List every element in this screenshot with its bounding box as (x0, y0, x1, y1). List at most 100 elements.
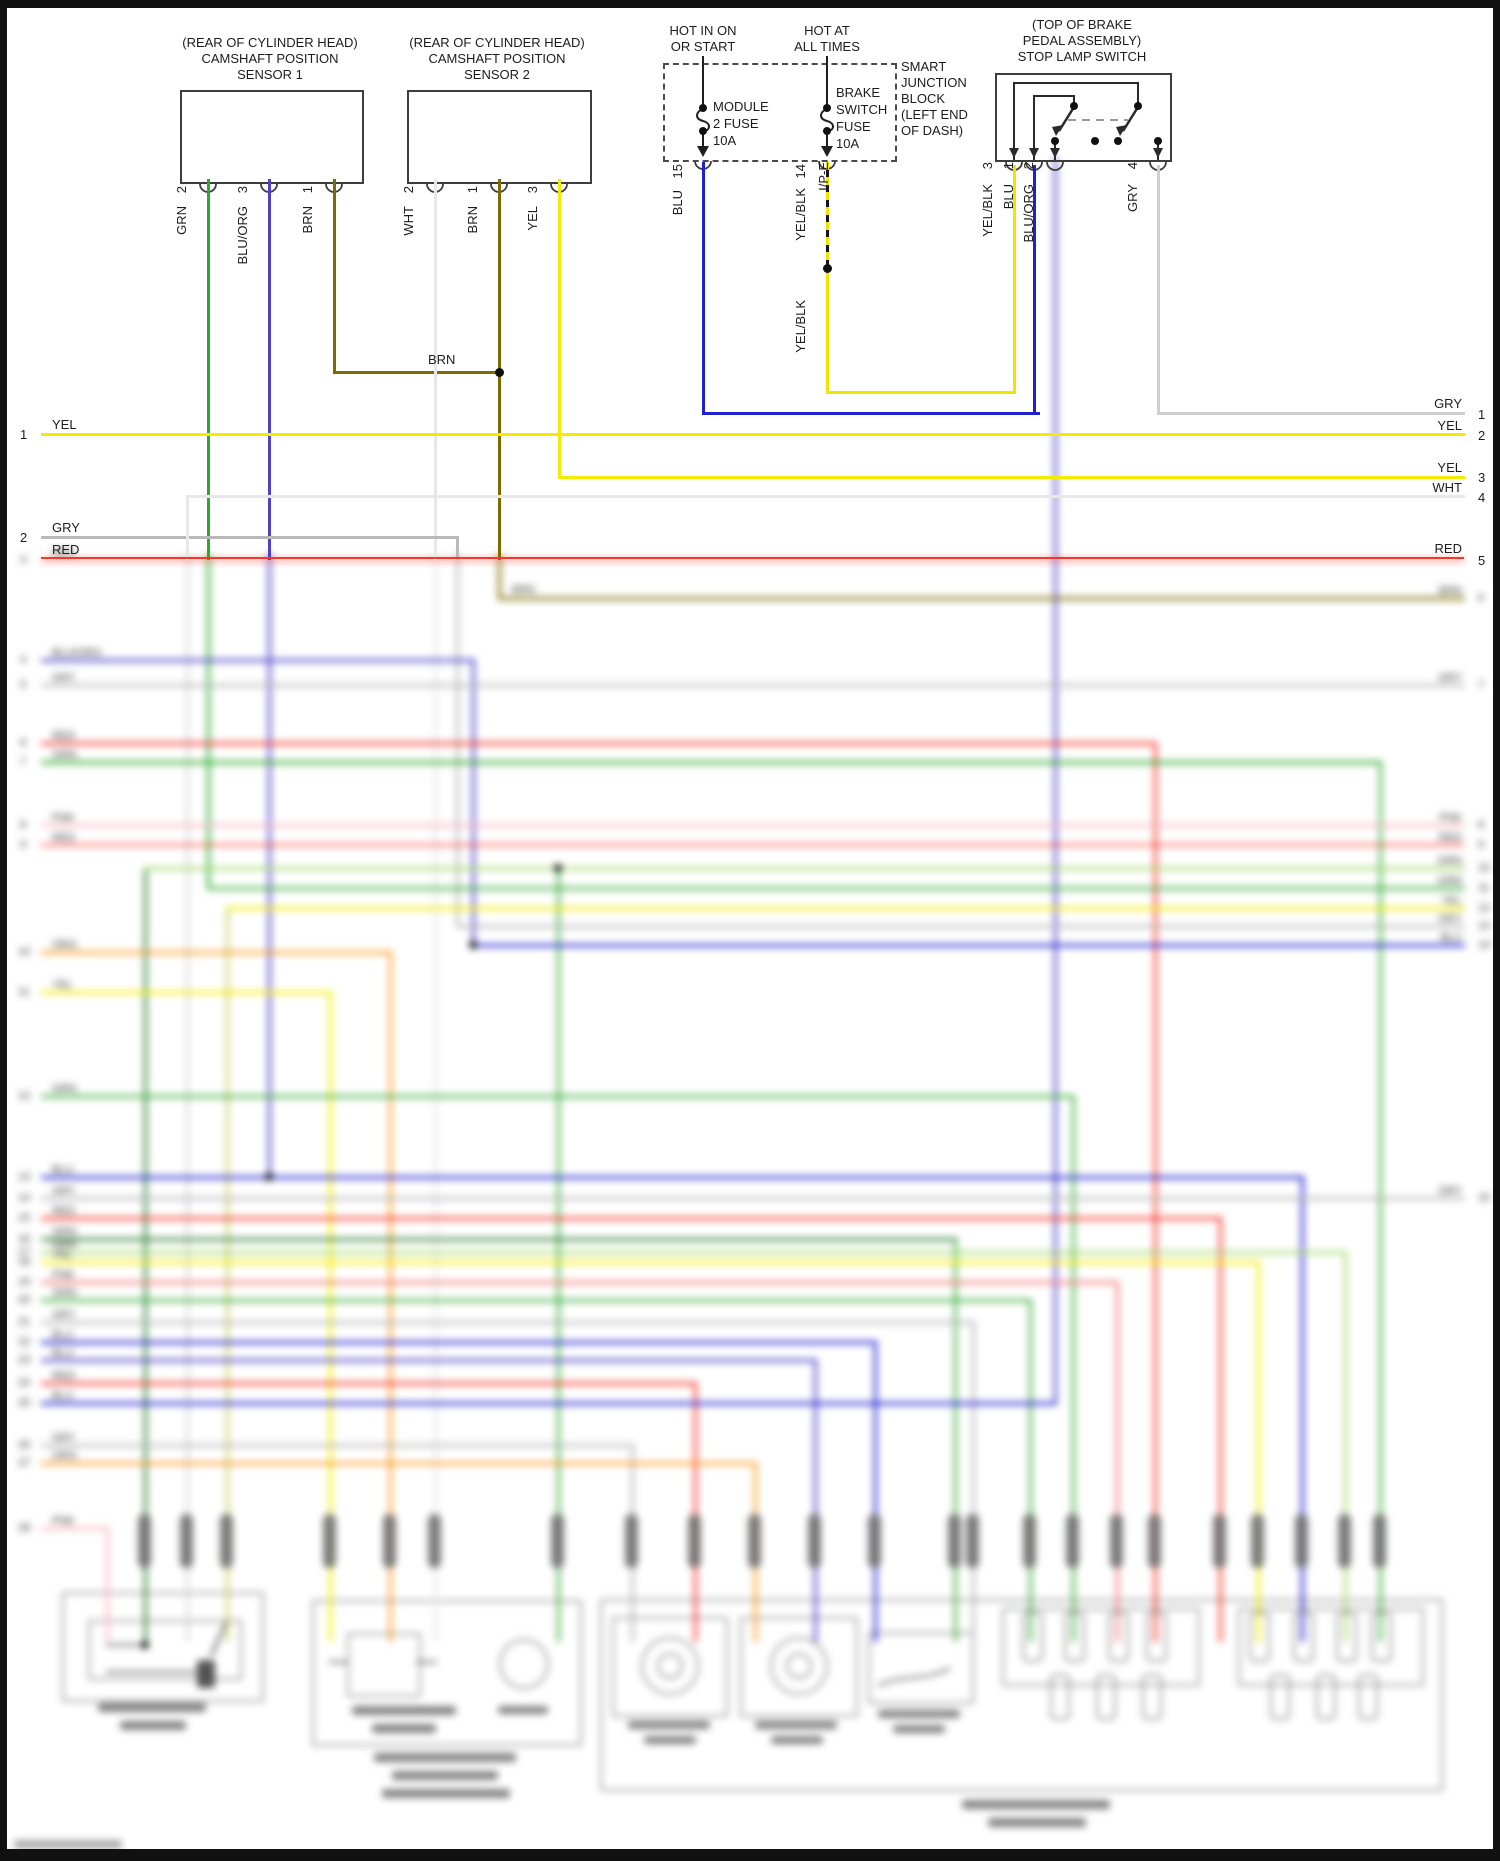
device-box (180, 90, 364, 184)
wire-label: PNK (52, 1515, 75, 1527)
wire-label: BRN (512, 584, 536, 596)
wire-segment (40, 760, 1382, 764)
wire-label: BRAKE (836, 85, 881, 100)
connector-pin (1373, 1514, 1386, 1568)
wire-label: YEL (1437, 418, 1462, 433)
wire-label: 3 (235, 186, 250, 194)
wire-label: OR START (670, 39, 736, 54)
wire-label: (REAR OF CYLINDER HEAD) (182, 35, 358, 50)
wire-label: YEL (1441, 895, 1462, 907)
wire-label: BLU (52, 1329, 74, 1341)
wire-label: 11 (1478, 882, 1490, 894)
illegible-caption-text (197, 1660, 215, 1688)
wire-segment (1053, 156, 1057, 1405)
wire-label: BRN (465, 206, 480, 234)
wire-label: 9 (20, 839, 27, 851)
wire-label: GRN (174, 206, 189, 235)
component-circle-icon (770, 1637, 828, 1695)
wire-segment (328, 990, 332, 1642)
border-top (0, 0, 1500, 8)
wire-label: RED (1434, 541, 1462, 556)
wire-segment (41, 844, 1464, 846)
illegible-caption-text (988, 1818, 1086, 1827)
wire-segment (267, 552, 271, 1179)
wire-segment (106, 1644, 148, 1646)
wire-label: 27 (18, 1457, 31, 1469)
component-box (1002, 1608, 1200, 1686)
wire-segment (40, 1175, 1304, 1179)
wire-label: YEL/BLK (793, 300, 808, 353)
wire-segment (185, 494, 189, 560)
connector-pin (1148, 1514, 1161, 1568)
illegible-caption-text (120, 1721, 186, 1730)
wire-label: RED (1438, 832, 1462, 844)
wire-segment (556, 866, 560, 1642)
wire-segment (40, 1401, 1055, 1405)
wire-segment (693, 1381, 697, 1642)
wire-segment (1378, 760, 1382, 1642)
connector-pin (220, 1514, 233, 1568)
switch-blade-arrow-icon (1052, 125, 1063, 136)
wire-label: 10 (18, 946, 31, 958)
wire-label: PNK (52, 1269, 75, 1281)
connector-slot (1096, 1674, 1116, 1720)
wire-label: BLOCK (901, 91, 946, 106)
wire-label: 10A (836, 136, 860, 151)
junction-dot (823, 127, 831, 135)
connector-pin (180, 1514, 193, 1568)
wire-segment (557, 178, 561, 479)
wire-label: 13 (1478, 920, 1491, 932)
wire-segment (105, 1526, 109, 1642)
wire-segment (1032, 164, 1036, 415)
wire-label: 11 (18, 986, 30, 998)
wire-label: 1 (20, 427, 28, 442)
illegible-caption-text (382, 1789, 510, 1798)
connector-pin (138, 1514, 151, 1568)
wire-label: ORG (52, 1450, 78, 1462)
wire-label: CAMSHAFT POSITION (201, 51, 339, 66)
switch-symbol-icon (877, 1666, 951, 1688)
illegible-caption-text (893, 1725, 945, 1733)
switch-rail-line (1033, 95, 1075, 160)
illegible-caption-text (755, 1721, 837, 1729)
wire-label: 19 (18, 1276, 31, 1288)
wire-label: 14 (18, 1192, 31, 1204)
wire-label: 1 (465, 186, 480, 194)
connector-pin (428, 1514, 441, 1568)
connector-pin (323, 1514, 336, 1568)
wire-label: 4 (1125, 162, 1140, 170)
illegible-caption-text (771, 1736, 823, 1744)
wire-label: BLU/ORG (235, 206, 250, 265)
device-box (995, 73, 1172, 162)
wire-label: BRN (300, 206, 315, 234)
component-box (740, 1617, 858, 1717)
wire-label: GRN (1437, 855, 1462, 867)
wire-segment (873, 1340, 877, 1642)
wire-segment (40, 1340, 877, 1344)
wire-segment (143, 866, 147, 1642)
wire-label: GRY (1438, 672, 1462, 684)
wire-label: 6 (20, 737, 27, 749)
junction-dot (699, 127, 707, 135)
connector-pin (625, 1514, 638, 1568)
illegible-caption-text (352, 1706, 456, 1715)
wire-label: GRY (1438, 1185, 1462, 1197)
border-bottom (0, 1849, 1500, 1861)
wire-segment (497, 596, 1465, 600)
wire-label: RED (52, 730, 76, 742)
wire-label: GRN (1437, 875, 1462, 887)
wire-segment (1343, 1250, 1347, 1642)
wire-segment (40, 1443, 634, 1447)
wire-segment (1218, 1216, 1222, 1642)
switch-rail-line (1013, 82, 1139, 160)
connector-slot (1293, 1612, 1314, 1662)
junction-dot (822, 263, 832, 273)
wire-segment (40, 535, 459, 539)
wire-segment (40, 1260, 1260, 1264)
wire-label: 14 (793, 164, 808, 179)
wire-label: GRY (52, 1185, 76, 1197)
wire-label: 15 (670, 164, 685, 179)
wire-label: 26 (18, 1439, 31, 1451)
